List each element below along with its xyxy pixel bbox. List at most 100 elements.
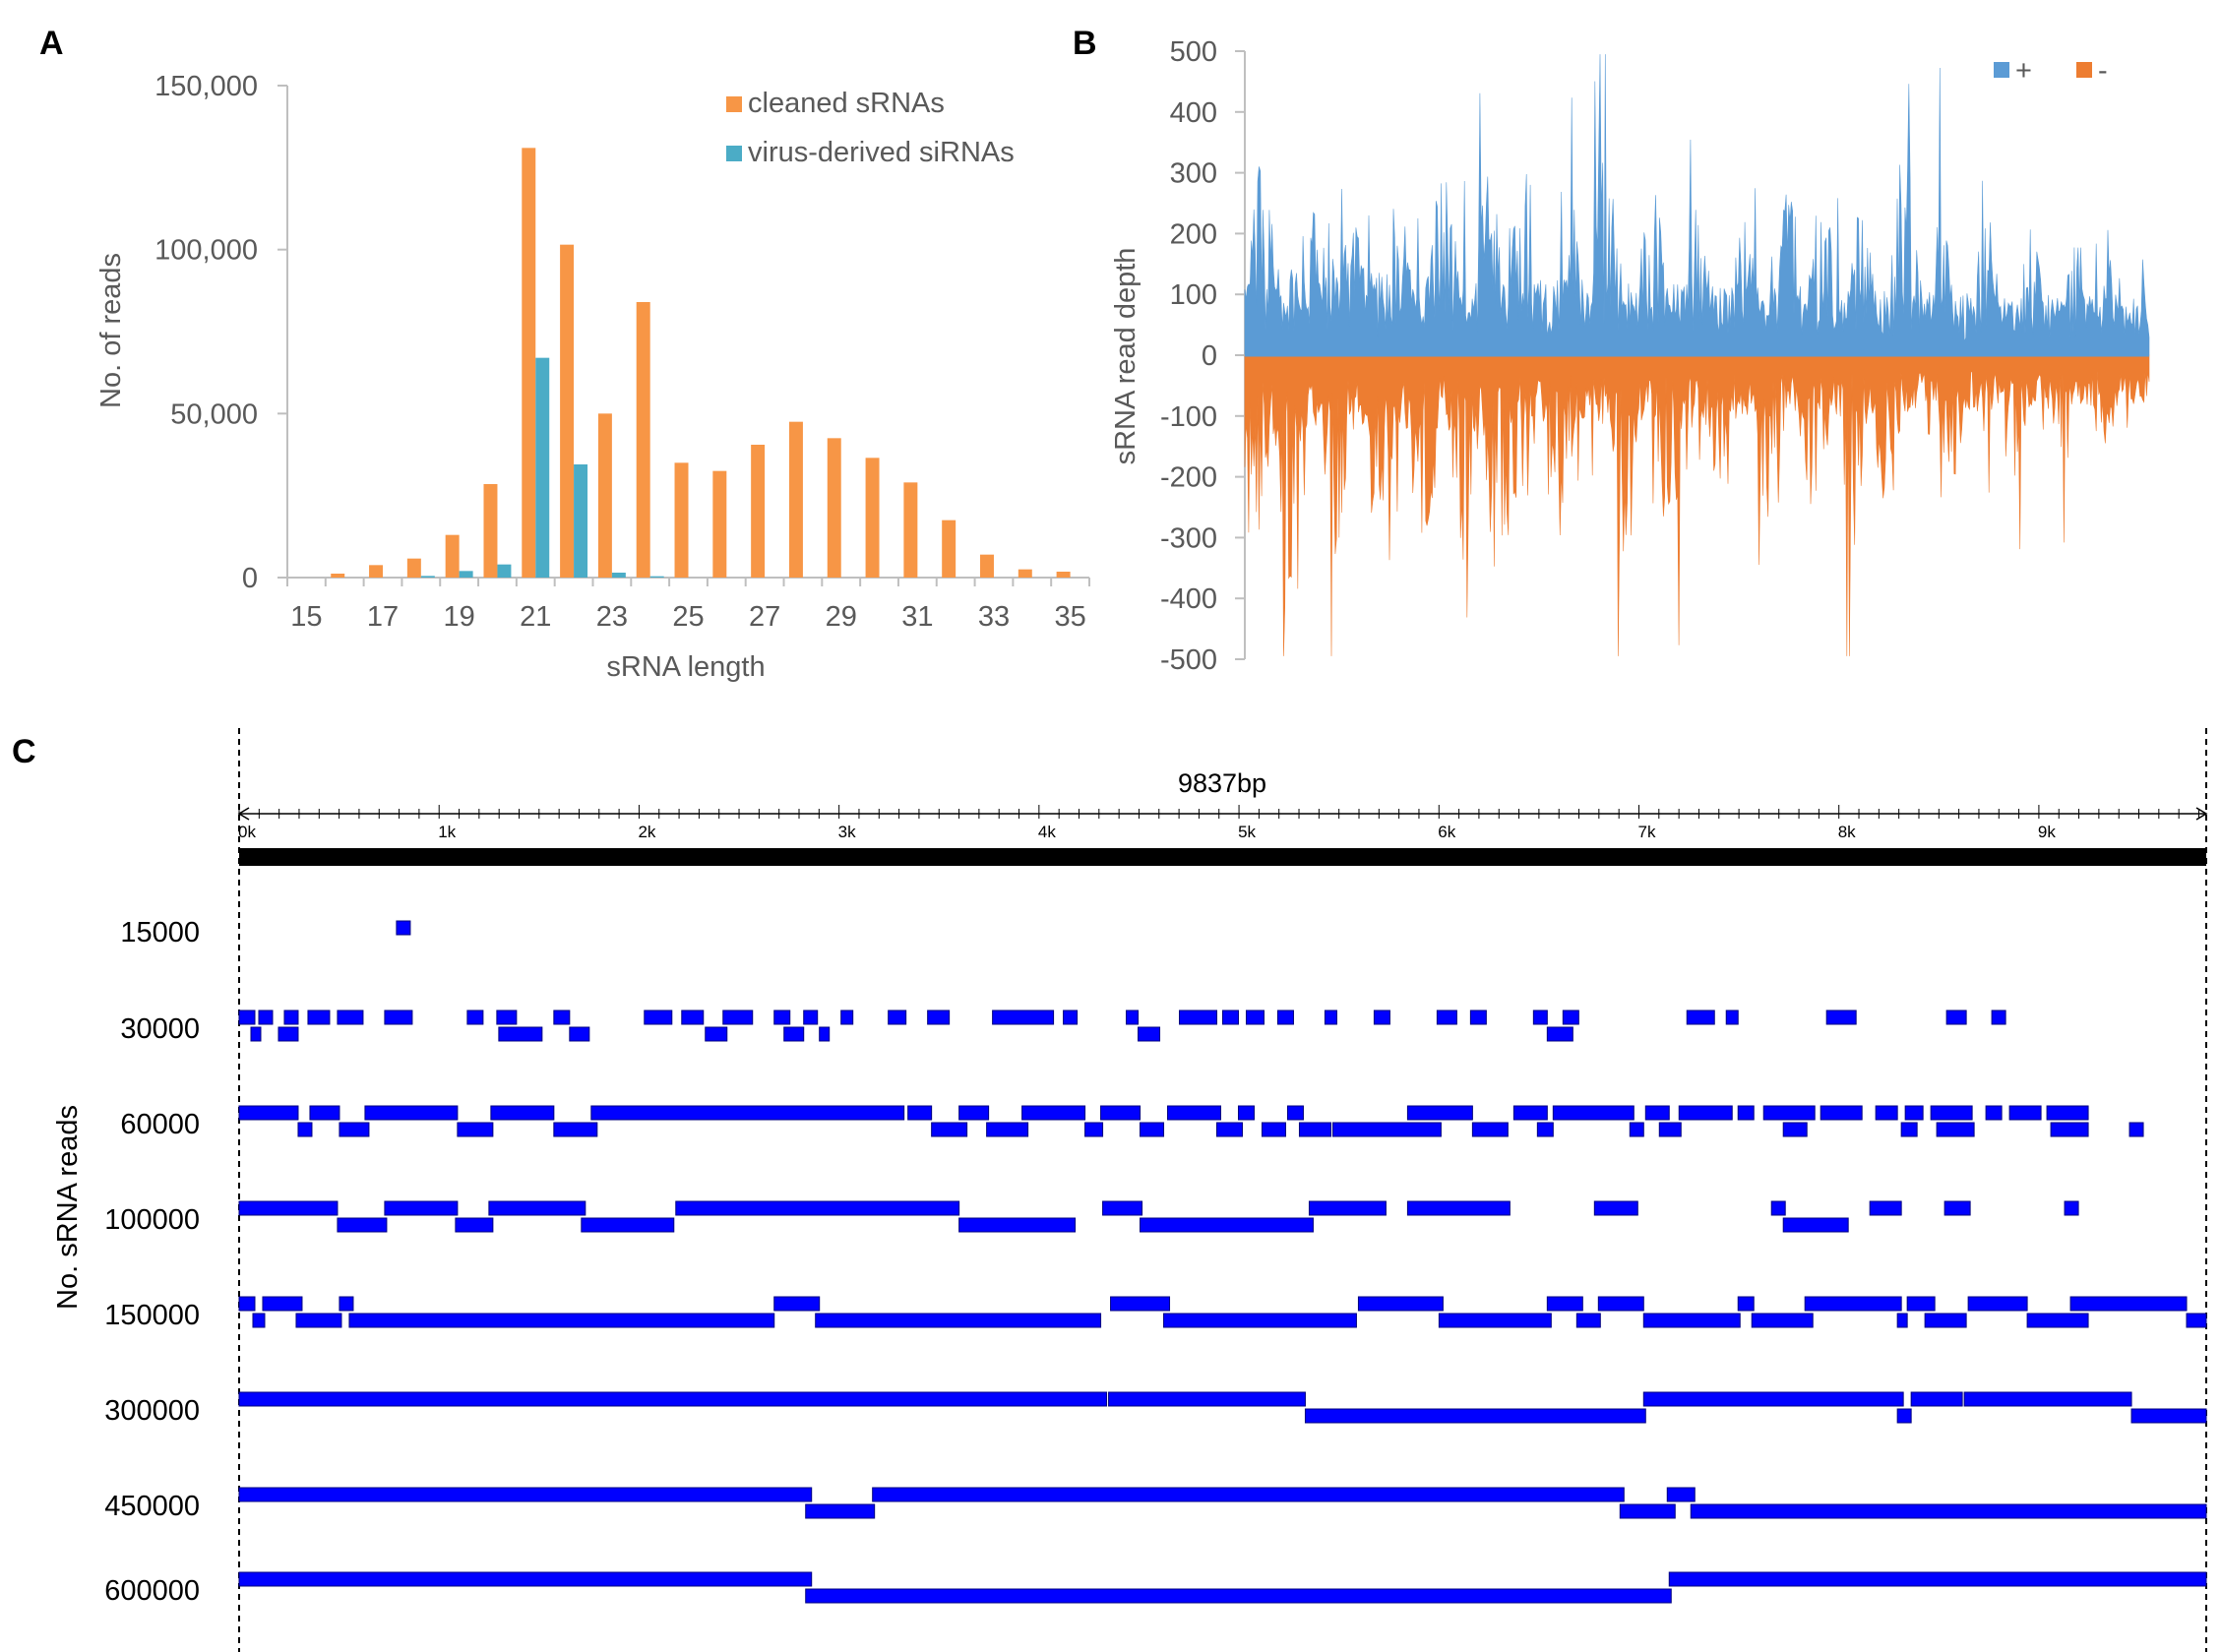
panel-b-y-tick-label: 200 — [1170, 218, 1217, 250]
panel-b-y-tick-label: 500 — [1170, 36, 1217, 68]
panel-c-read-segment — [783, 1026, 805, 1042]
panel-c-read-segment — [457, 1122, 494, 1137]
panel-a-label: A — [39, 25, 64, 62]
panel-c-read-segment — [1222, 1010, 1239, 1025]
panel-a-bar-cleaned — [942, 520, 956, 578]
panel-c-read-segment — [238, 1296, 256, 1312]
panel-c-read-segment — [455, 1217, 494, 1233]
panel-c-ruler-label: 0k — [238, 823, 256, 841]
panel-a-bar-cleaned — [636, 302, 650, 578]
panel-b-y-tick-label: 100 — [1170, 279, 1217, 311]
panel-b-ylabel: sRNA read depth — [1110, 248, 1141, 465]
panel-c-read-segment — [681, 1010, 705, 1025]
panel-c-read-segment — [1991, 1010, 2006, 1025]
panel-c-read-segment — [488, 1200, 586, 1216]
panel-b-y-tick-label: -300 — [1160, 522, 1217, 554]
panel-c-read-segment — [992, 1010, 1055, 1025]
panel-a-bar-virus — [611, 573, 626, 578]
panel-b-legend-label: + — [2015, 55, 2032, 87]
panel-a-bar-virus — [535, 357, 550, 578]
panel-a-x-tick-label: 15 — [290, 601, 322, 633]
panel-c-read-segment — [1298, 1122, 1331, 1137]
panel-c-read-segment — [1642, 1313, 1741, 1328]
panel-c-read-segment — [466, 1010, 484, 1025]
panel-b-legend: + - — [1994, 55, 2108, 87]
panel-c-title: 9837bp — [1178, 768, 1266, 798]
panel-c-read-segment — [339, 1296, 354, 1312]
panel-c-read-segment — [1668, 1571, 2207, 1587]
panel-c-read-segment — [496, 1010, 518, 1025]
panel-c-read-segment — [2128, 1122, 2144, 1137]
panel-a-bar-cleaned — [751, 445, 766, 578]
panel-c-read-segment — [1597, 1296, 1644, 1312]
panel-c-read-segment — [1782, 1122, 1808, 1137]
panel-a-bar-cleaned — [597, 413, 612, 578]
panel-c-read-segment — [1536, 1122, 1554, 1137]
panel-c-read-segment — [1686, 1010, 1715, 1025]
panel-a-bar-virus — [420, 576, 435, 578]
panel-c-read-segment — [1658, 1122, 1682, 1137]
panel-c-read-segment — [840, 1010, 854, 1025]
panel-c-read-segment — [1286, 1105, 1304, 1121]
panel-c-read-segment — [1762, 1105, 1816, 1121]
panel-a-bar-cleaned — [522, 148, 536, 579]
panel-c-read-segment — [1245, 1010, 1265, 1025]
panel-c-read-segment — [773, 1296, 821, 1312]
panel-a-y-tick-label: 50,000 — [170, 398, 258, 430]
panel-c-read-segment — [1619, 1503, 1676, 1519]
panel-a-legend-label: cleaned sRNAs — [748, 88, 945, 119]
panel-a-x-tick-label: 25 — [672, 601, 704, 633]
panel-b-legend-swatch — [1994, 62, 2009, 78]
panel-c-row-label: 450000 — [104, 1491, 200, 1522]
panel-c-read-segment — [1331, 1122, 1442, 1137]
panel-a-x-tick-label: 27 — [749, 601, 780, 633]
panel-c-ruler-label: 8k — [1838, 823, 1856, 841]
panel-c-read-segment — [1869, 1200, 1902, 1216]
panel-c-read-segment — [1910, 1391, 1963, 1407]
panel-c-read-segment — [339, 1122, 370, 1137]
panel-c-read-segment — [384, 1010, 413, 1025]
panel-b-y-tick-label: -200 — [1160, 462, 1217, 494]
panel-c-read-segment — [384, 1200, 459, 1216]
panel-b-minus-area — [1244, 354, 2150, 656]
panel-c-read-segment — [1690, 1503, 2207, 1519]
panel-c-read-segment — [307, 1010, 331, 1025]
panel-a-bar-cleaned — [1018, 569, 1032, 578]
panel-c-read-segment — [1943, 1200, 1971, 1216]
panel-a-legend: cleaned sRNAs virus-derived siRNAs — [726, 88, 1015, 168]
panel-a-bar-virus — [497, 564, 512, 578]
panel-c-read-segment — [907, 1105, 933, 1121]
panel-c-read-segment — [1644, 1105, 1670, 1121]
panel-c-read-segment — [1896, 1408, 1912, 1424]
panel-b-label: B — [1073, 25, 1097, 62]
panel-c-row-label: 60000 — [120, 1109, 200, 1140]
panel-c-read-segment — [1237, 1105, 1255, 1121]
panel-c-row-label: 300000 — [104, 1395, 200, 1427]
panel-c-ruler-arrow-right — [2195, 807, 2208, 821]
panel-c-read-segment — [238, 1391, 1108, 1407]
panel-c-read-segment — [1924, 1313, 1967, 1328]
panel-c-read-segment — [1770, 1200, 1786, 1216]
panel-c-read-segment — [1985, 1105, 2003, 1121]
panel-a-bar-virus — [574, 464, 588, 578]
panel-c-read-segment — [1532, 1010, 1548, 1025]
panel-c-read-segment — [2064, 1200, 2079, 1216]
panel-c-ruler-label: 4k — [1038, 823, 1056, 841]
panel-c-read-segment — [1782, 1217, 1849, 1233]
panel-c-read-segment — [1751, 1313, 1814, 1328]
panel-c-read-segment — [1666, 1487, 1696, 1502]
panel-a-x-tick-label: 19 — [444, 601, 475, 633]
panel-c-read-segment — [1308, 1200, 1387, 1216]
panel-c-read-segment — [1820, 1105, 1863, 1121]
panel-b-y-tick-label: -100 — [1160, 401, 1217, 433]
panel-c-read-segment — [283, 1010, 299, 1025]
panel-a-bar-cleaned — [827, 438, 841, 578]
panel-c-read-segment — [1276, 1010, 1294, 1025]
panel-c-read-segment — [1945, 1010, 1967, 1025]
panel-a-legend-swatch — [726, 146, 742, 161]
panel-c-read-segment — [1469, 1010, 1487, 1025]
panel-b-y-tick-label: 300 — [1170, 158, 1217, 190]
panel-c-read-segment — [1167, 1105, 1222, 1121]
panel-c-read-segment — [309, 1105, 340, 1121]
panel-c-read-segment — [337, 1010, 364, 1025]
